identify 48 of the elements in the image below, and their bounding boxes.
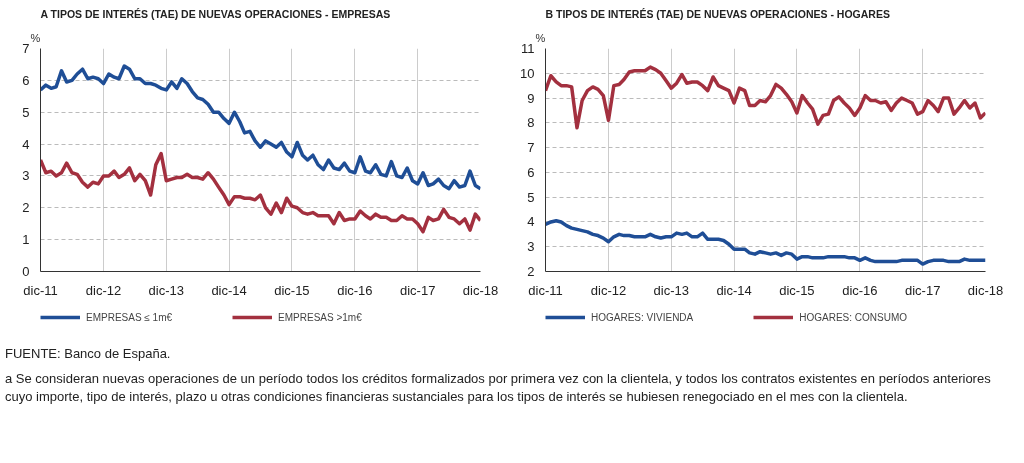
y-tick-label: 6: [22, 72, 30, 88]
y-tick-label: 3: [527, 239, 535, 255]
x-tick-label: dic-14: [211, 282, 247, 298]
x-tick-label: dic-13: [148, 282, 185, 298]
y-tick-label: 4: [527, 214, 535, 230]
y-tick-label: 0: [22, 264, 30, 279]
legend-label: HOGARES: CONSUMO: [799, 311, 908, 323]
line-series: [40, 64, 481, 191]
chart-title: A TIPOS DE INTERÉS (TAE) DE NUEVAS OPERACIONES - EMPRESAS: [40, 7, 391, 20]
x-tick-label: dic-18: [967, 282, 1004, 298]
x-tick-label: dic-16: [842, 282, 878, 298]
y-tick-label: 6: [527, 164, 535, 180]
y-tick-label: 2: [527, 264, 535, 279]
y-tick-label: 7: [527, 140, 535, 156]
y-tick-label: 10: [520, 65, 535, 81]
text: a Se consideran nuevas operaciones de un período todos los créditos formalizados por primera vez con la clientela, y todos los contratos existentes en períodos anteriores cuyo importe, tipo de interés, plazo u otras condiciones financieras sustanciales para los tipos de interés se hubiesen renegociado en el mes con la clientela.: [5, 369, 992, 407]
x-tick-label: dic-15: [779, 282, 815, 298]
y-tick-label: 1: [22, 232, 30, 248]
y-tick-label: 3: [22, 168, 30, 184]
y-tick-label: 2: [22, 200, 30, 216]
x-tick-label: dic-13: [653, 282, 690, 298]
x-tick-label: dic-11: [528, 282, 563, 298]
legend-label: EMPRESAS ≤ 1m€: [86, 311, 173, 323]
source-note: FUENTE: Banco de España.: [5, 345, 172, 363]
x-tick-label: dic-11: [23, 282, 58, 298]
legend-label: EMPRESAS >1m€: [278, 311, 362, 323]
y-tick-label: 9: [527, 90, 535, 106]
line-series: [545, 65, 986, 130]
y-tick-label: 8: [527, 115, 535, 131]
x-tick-label: dic-17: [399, 282, 436, 298]
y-axis-title: %: [30, 31, 41, 44]
x-tick-label: dic-12: [590, 282, 627, 298]
y-axis-title: %: [535, 31, 546, 44]
x-tick-label: dic-18: [462, 282, 499, 298]
x-tick-label: dic-15: [274, 282, 310, 298]
chart-title: B TIPOS DE INTERÉS (TAE) DE NUEVAS OPERACIONES - HOGARES: [545, 7, 890, 20]
y-tick-label: 11: [521, 41, 535, 56]
y-tick-label: 4: [22, 136, 30, 152]
x-tick-label: dic-17: [904, 282, 941, 298]
line-series: [545, 218, 986, 266]
y-tick-label: 5: [22, 104, 30, 120]
x-tick-label: dic-14: [716, 282, 752, 298]
y-tick-label: 7: [22, 41, 30, 56]
y-tick-label: 5: [527, 189, 535, 205]
x-tick-label: dic-12: [85, 282, 122, 298]
x-tick-label: dic-16: [337, 282, 373, 298]
line-series: [40, 151, 481, 234]
legend-label: HOGARES: VIVIENDA: [591, 311, 694, 323]
